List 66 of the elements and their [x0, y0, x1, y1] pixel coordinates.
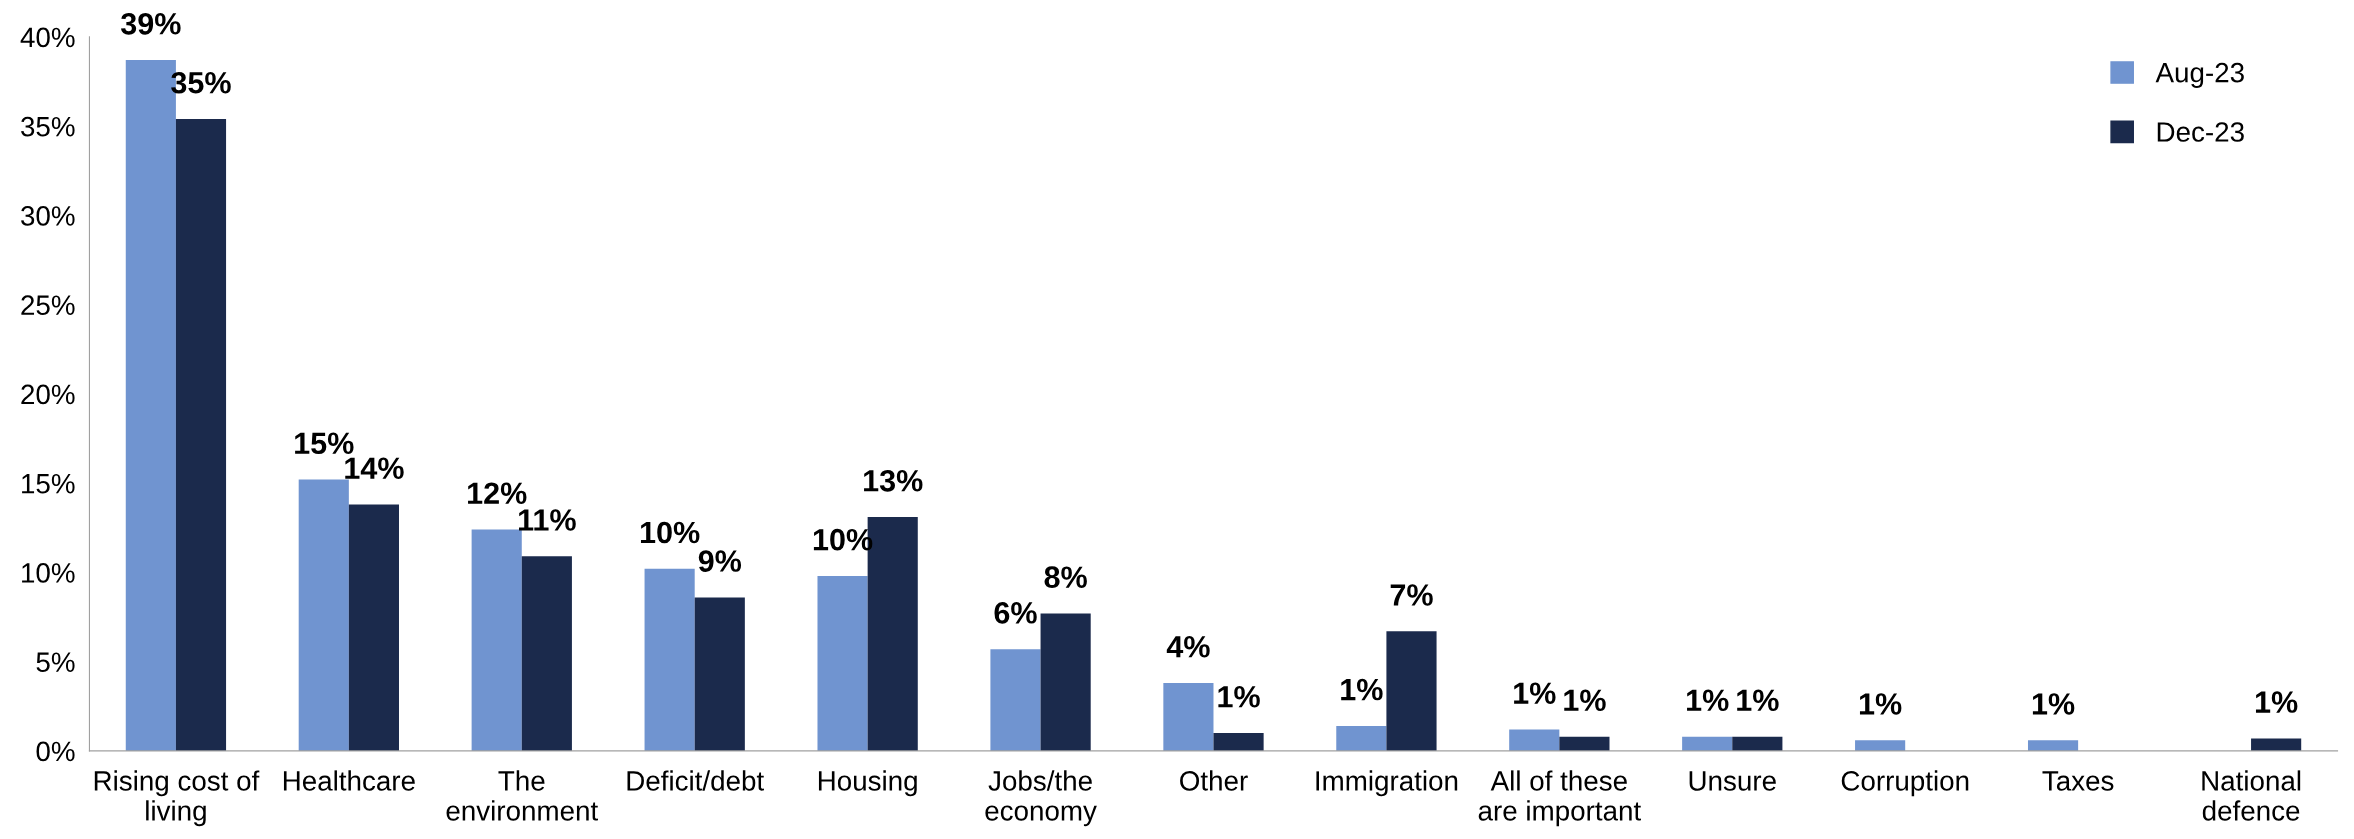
y-tick-label: 15% — [22, 473, 75, 494]
legend-label: Aug-23 — [2155, 62, 2244, 88]
data-label: 9% — [698, 550, 742, 572]
data-label: 1% — [1564, 689, 1606, 712]
x-tick-label: Healthcare — [283, 770, 415, 791]
bar — [990, 649, 1041, 751]
x-tick-label: Immigration — [1316, 770, 1458, 797]
x-tick-label: All of these are important — [1478, 770, 1641, 827]
bar — [471, 529, 522, 751]
bar — [2251, 738, 2302, 751]
x-tick-label: Jobs/the economy — [985, 770, 1097, 827]
bar — [521, 556, 572, 751]
x-tick-label: The environment — [446, 770, 598, 821]
x-tick-label: Taxes — [2042, 771, 2114, 791]
data-label: 8% — [1044, 566, 1087, 588]
data-label: 1% — [1514, 682, 1556, 704]
data-label: 15% — [295, 432, 354, 455]
bar — [1509, 729, 1560, 751]
data-label: 1% — [1687, 689, 1729, 712]
data-label: 11% — [519, 509, 576, 531]
y-tick-label: 35% — [21, 116, 75, 137]
x-tick-label: Deficit/debt — [627, 770, 764, 791]
y-tick-label: 20% — [21, 384, 75, 405]
data-label: 12% — [468, 482, 527, 505]
bar — [1559, 736, 1610, 751]
bar — [1213, 733, 1264, 751]
x-tick-label: National defence — [2202, 770, 2301, 821]
data-label: 1% — [1341, 678, 1383, 701]
bar — [817, 575, 868, 751]
data-label: 6% — [994, 602, 1037, 624]
x-tick-label: Housing — [818, 770, 917, 797]
bar — [1040, 613, 1091, 751]
x-tick-label: Unsure — [1689, 771, 1776, 791]
legend-label: Dec-23 — [2157, 122, 2244, 142]
data-label: 1% — [2032, 693, 2075, 715]
data-label: 4% — [1166, 636, 1210, 658]
data-label: 1% — [2255, 691, 2298, 713]
y-tick-label: 0% — [36, 741, 75, 762]
bar — [1732, 736, 1783, 751]
y-tick-label: 40% — [20, 27, 75, 48]
bar — [644, 568, 695, 751]
y-tick-label: 10% — [22, 563, 75, 583]
data-label: 14% — [345, 457, 404, 480]
bar — [1336, 725, 1387, 751]
data-label: 1% — [1737, 689, 1779, 712]
y-tick-label: 30% — [21, 206, 75, 226]
data-label: 39% — [120, 13, 181, 35]
data-label: 1% — [1218, 686, 1260, 708]
bar — [1163, 683, 1214, 751]
bar — [694, 597, 745, 751]
data-label: 1% — [1859, 693, 1902, 715]
bar — [1386, 631, 1437, 751]
x-tick-label: Other — [1180, 770, 1248, 791]
bar — [2027, 740, 2079, 751]
data-label: 13% — [864, 469, 923, 492]
bar — [1682, 736, 1733, 751]
bar — [348, 504, 399, 751]
x-tick-label: Corruption — [1841, 770, 1969, 797]
y-tick-label: 25% — [21, 295, 75, 315]
data-label: 10% — [640, 521, 700, 544]
bar — [1855, 740, 1906, 751]
bar — [298, 479, 349, 751]
bar — [175, 119, 227, 751]
y-tick-label: 5% — [36, 652, 75, 672]
x-tick-label: Rising cost of living — [94, 770, 260, 827]
data-label: 7% — [1390, 584, 1433, 606]
